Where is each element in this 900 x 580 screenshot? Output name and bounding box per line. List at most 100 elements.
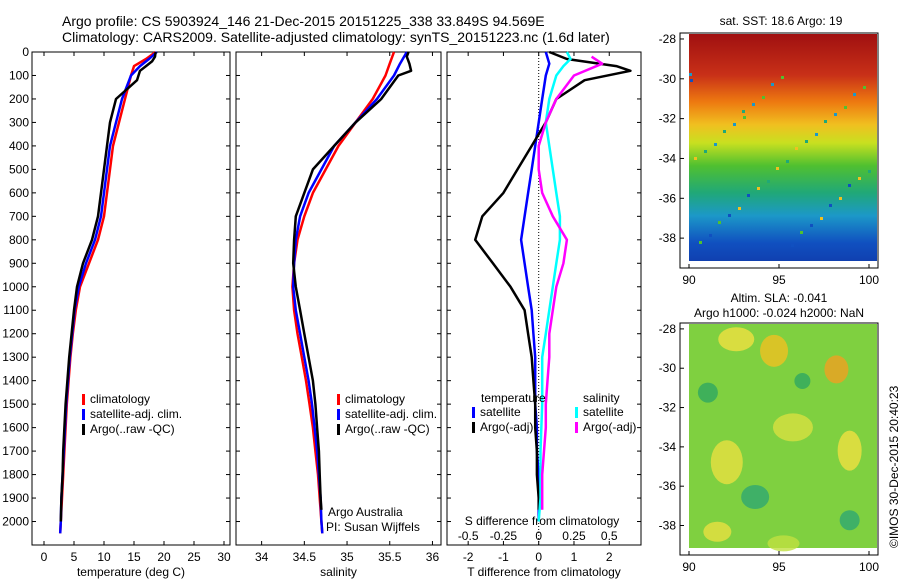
sst-speckle — [714, 143, 717, 146]
legend-label: satellite-adj. clim. — [90, 407, 182, 421]
sst-speckle — [709, 234, 712, 237]
x-tick-label: 100 — [859, 560, 879, 574]
legend-title: temperature — [481, 391, 546, 405]
y-tick-label: -30 — [659, 361, 677, 375]
panel-difference: -2 -1 0 1 2T difference from climatology S di… — [446, 50, 642, 579]
sst-speckle — [694, 157, 697, 160]
legend-swatch — [472, 422, 475, 433]
legend-swatch — [337, 409, 340, 420]
sst-field — [689, 34, 877, 261]
y-tick-label: 1900 — [2, 491, 29, 505]
x-tick-label: 34 — [255, 550, 269, 564]
sla-blob — [760, 334, 789, 367]
sst-speckle — [786, 160, 789, 163]
y-tick-label: 0 — [22, 45, 29, 59]
s-tick-label: -0.5 — [458, 529, 479, 543]
sla-blob — [767, 535, 800, 552]
x-tick-label: 95 — [772, 273, 786, 287]
x-tick-label: -2 — [463, 550, 474, 564]
x-tick-label: 5 — [71, 550, 78, 564]
y-tick-label: 500 — [9, 162, 29, 176]
panel-temperature: 0 5 10 15 20 25 30 temperature (deg C) 0 100 200 30… — [2, 45, 231, 579]
sst-speckle — [743, 116, 746, 119]
panel-sla-map: 90 95 100 -28 -30 -32 -34 -36 -38 Altim. SLA: -0.… — [659, 291, 880, 574]
y-tick-label: 400 — [9, 139, 29, 153]
x-axis-label: salinity — [320, 565, 357, 579]
series-line — [537, 55, 604, 510]
y-tick-label: -34 — [659, 151, 677, 165]
x-tick-label: 15 — [127, 550, 141, 564]
sst-speckle — [690, 79, 693, 82]
sst-speckle — [858, 177, 861, 180]
chart-title-line2: Climatology: CARS2009. Satellite-adjuste… — [62, 29, 610, 45]
sla-blob — [772, 413, 813, 442]
x-tick-label: 100 — [859, 273, 879, 287]
y-tick-label: 300 — [9, 115, 29, 129]
s-tick-label: 0.25 — [562, 529, 586, 543]
legend-label: satellite — [583, 405, 624, 419]
sst-speckle — [771, 83, 774, 86]
sst-speckle — [762, 96, 765, 99]
sst-speckle — [868, 170, 871, 173]
sst-speckle — [689, 73, 692, 76]
legend-label: Argo(..raw -QC) — [345, 422, 430, 436]
y-tick-label: -38 — [659, 231, 677, 245]
sst-speckle — [815, 133, 818, 136]
legend-swatch — [337, 424, 340, 435]
sst-speckle — [733, 123, 736, 126]
sst-speckle — [791, 244, 794, 247]
sst-speckle — [834, 113, 837, 116]
y-tick-label: 1700 — [2, 444, 29, 458]
x-tick-label: 20 — [157, 550, 171, 564]
legend-swatch — [337, 394, 340, 405]
map-title: Argo h1000: -0.024 h2000: NaN — [694, 306, 864, 320]
sst-speckle — [742, 110, 745, 113]
y-tick-label: -36 — [659, 479, 677, 493]
y-tick-label: -36 — [659, 191, 677, 205]
y-tick-label: 700 — [9, 209, 29, 223]
y-tick-label: 1500 — [2, 397, 29, 411]
x-tick-label: 2 — [606, 550, 613, 564]
legend-title: salinity — [583, 391, 620, 405]
legend-label: Argo(..raw -QC) — [90, 422, 175, 436]
chart-title-line1: Argo profile: CS 5903924_146 21-Dec-2015… — [62, 13, 545, 29]
s-axis-label: S difference from climatology — [465, 514, 620, 528]
timestamp-stamp: ©IMOS 30-Dec-2015 20:40:23 — [887, 385, 900, 548]
sst-speckle — [747, 194, 750, 197]
y-tick-label: 1400 — [2, 374, 29, 388]
y-tick-label: 1800 — [2, 468, 29, 482]
legend-swatch — [82, 424, 85, 435]
y-tick-label: -30 — [659, 72, 677, 86]
sst-speckle — [848, 184, 851, 187]
sst-speckle — [795, 147, 798, 150]
sst-speckle — [810, 224, 813, 227]
sst-speckle — [757, 187, 760, 190]
y-tick-label: -34 — [659, 440, 677, 454]
legend-label: climatology — [90, 392, 150, 406]
sst-speckle — [820, 217, 823, 220]
sst-speckle — [863, 86, 866, 89]
series-line — [473, 50, 632, 510]
y-tick-label: 2000 — [2, 515, 29, 529]
x-tick-label: 1 — [571, 550, 578, 564]
sst-speckle — [776, 167, 779, 170]
y-tick-label: -32 — [659, 112, 677, 126]
x-tick-label: 30 — [217, 550, 231, 564]
sla-blob — [824, 355, 849, 384]
sla-blob — [837, 430, 862, 471]
y-tick-label: -28 — [659, 32, 677, 46]
legend-swatch — [82, 409, 85, 420]
sla-blob — [703, 521, 732, 542]
y-tick-label: 1600 — [2, 421, 29, 435]
series-line — [291, 51, 413, 510]
x-tick-label: 35 — [340, 550, 354, 564]
x-tick-label: 36 — [426, 550, 440, 564]
legend-swatch — [82, 394, 85, 405]
legend-label: climatology — [345, 392, 405, 406]
x-tick-label: -1 — [498, 550, 509, 564]
x-tick-label: 10 — [97, 550, 111, 564]
y-tick-label: 1100 — [3, 303, 29, 317]
sst-speckle — [723, 130, 726, 133]
legend-swatch — [575, 407, 578, 418]
